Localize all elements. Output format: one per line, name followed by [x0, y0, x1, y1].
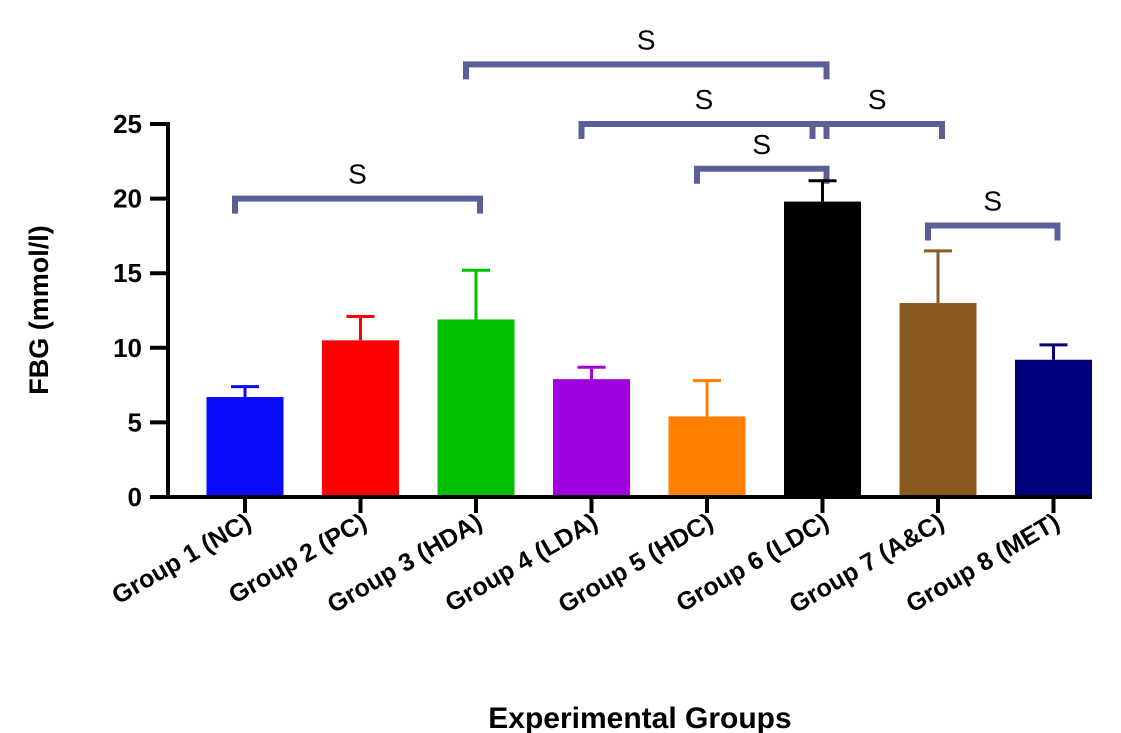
bar	[899, 303, 977, 497]
y-tick-label: 20	[113, 184, 142, 214]
y-tick-label: 5	[128, 407, 142, 437]
x-axis: Group 1 (NC)Group 2 (PC)Group 3 (HDA)Gro…	[107, 495, 1092, 619]
y-tick-label: 15	[113, 258, 142, 288]
y-tick-label: 10	[113, 333, 142, 363]
significance-label: S	[637, 24, 656, 55]
bar	[784, 201, 861, 498]
significance-label: S	[752, 129, 771, 160]
bar	[553, 379, 630, 497]
bars	[206, 201, 1092, 498]
x-axis-title: Experimental Groups	[488, 702, 791, 733]
bar	[1015, 359, 1092, 497]
significance-bracket	[578, 121, 830, 139]
bar	[437, 319, 515, 497]
y-tick-label: 0	[128, 482, 142, 512]
significance-label: S	[695, 84, 714, 115]
error-bars	[231, 179, 1068, 417]
significance-label: S	[983, 185, 1002, 216]
significance-bracket	[463, 61, 830, 80]
significance-bracket	[694, 165, 830, 184]
y-tick-label: 25	[113, 109, 142, 139]
y-axis-title: FBG (mmol/l)	[24, 225, 54, 395]
significance-bracket	[809, 121, 945, 139]
bar	[322, 340, 399, 497]
bar	[668, 416, 746, 497]
bar	[206, 397, 284, 497]
significance-brackets: S S S S S S	[232, 24, 1061, 241]
significance-bracket	[925, 222, 1061, 241]
significance-bracket	[232, 195, 483, 214]
significance-label: S	[868, 84, 887, 115]
y-axis: 0 5 10 15 20 25	[113, 109, 170, 512]
significance-label: S	[348, 159, 367, 190]
